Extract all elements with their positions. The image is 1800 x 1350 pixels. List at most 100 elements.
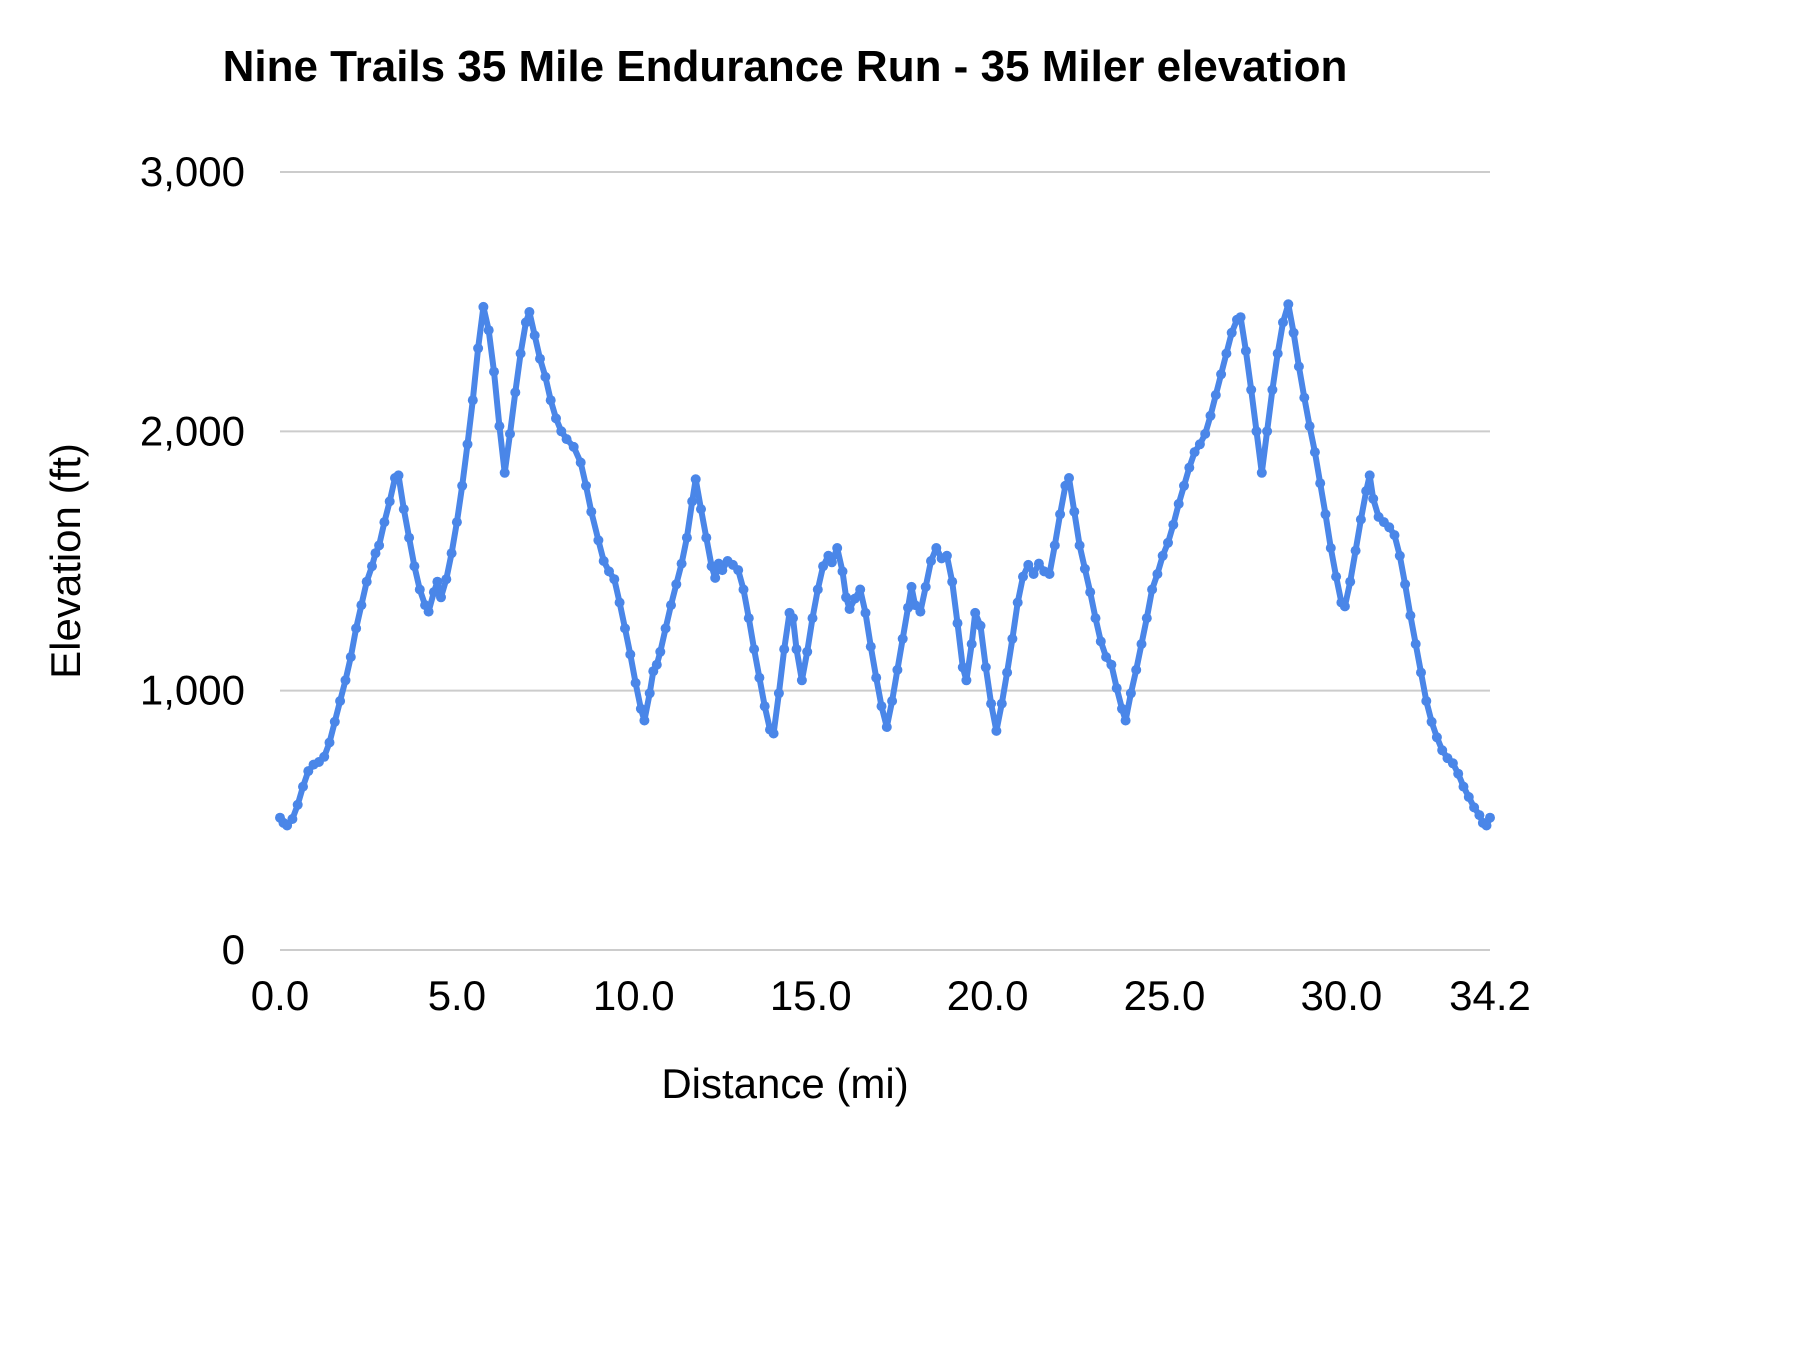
data-point-marker — [609, 574, 620, 585]
data-point-marker — [287, 814, 298, 824]
data-point-marker — [1485, 812, 1495, 823]
data-point-marker — [639, 715, 650, 726]
data-point-marker — [1410, 639, 1421, 649]
data-point-marker — [1278, 317, 1288, 328]
data-point-marker — [1368, 493, 1379, 504]
data-point-marker — [749, 644, 760, 655]
data-point-marker — [733, 565, 744, 576]
data-point-marker — [892, 664, 903, 675]
data-point-marker — [690, 474, 701, 485]
elevation-line — [277, 301, 1493, 829]
data-point-marker — [849, 593, 860, 604]
data-point-marker — [802, 646, 813, 657]
data-point-marker — [329, 716, 340, 727]
x-tick-label: 30.0 — [1301, 972, 1383, 1019]
x-tick-label: 25.0 — [1124, 972, 1206, 1019]
data-point-marker — [1288, 327, 1299, 338]
data-point-marker — [1361, 486, 1372, 496]
data-point-marker — [1320, 509, 1331, 520]
data-point-marker — [1157, 550, 1168, 561]
data-point-marker — [1267, 384, 1278, 395]
data-point-marker — [671, 579, 682, 590]
data-point-marker — [920, 581, 931, 592]
data-point-marker — [414, 584, 425, 595]
data-point-marker — [1131, 664, 1142, 675]
data-point-marker — [743, 613, 754, 624]
data-point-marker — [681, 532, 692, 543]
data-point-marker — [356, 600, 367, 611]
data-point-marker — [298, 781, 308, 792]
data-point-marker — [1474, 810, 1485, 821]
data-point-marker — [754, 672, 765, 683]
data-point-marker — [374, 540, 385, 551]
data-point-marker — [614, 597, 625, 608]
data-point-marker — [1205, 410, 1216, 421]
data-point-marker — [796, 675, 807, 686]
data-point-marker — [644, 688, 655, 699]
data-point-marker — [1272, 348, 1283, 359]
data-point-marker — [1136, 639, 1147, 649]
data-point-marker — [1002, 667, 1013, 678]
data-point-marker — [604, 566, 614, 577]
data-point-marker — [1111, 683, 1122, 694]
data-point-marker — [568, 441, 579, 452]
data-point-marker — [1018, 571, 1028, 582]
data-point-marker — [446, 548, 457, 559]
data-point-marker — [1325, 543, 1336, 553]
data-point-marker — [324, 737, 335, 748]
data-point-marker — [1200, 428, 1211, 439]
data-point-marker — [1049, 540, 1060, 551]
data-point-marker — [620, 623, 630, 634]
data-point-marker — [1416, 667, 1426, 678]
data-point-marker — [1246, 384, 1257, 395]
data-point-marker — [625, 649, 636, 660]
data-point-marker — [738, 584, 749, 595]
data-point-marker — [931, 543, 942, 553]
data-point-marker — [428, 587, 439, 598]
data-point-marker — [1400, 579, 1411, 590]
data-point-marker — [957, 662, 968, 673]
data-point-marker — [575, 457, 586, 468]
data-point-marker — [457, 480, 468, 491]
data-point-marker — [1309, 447, 1320, 458]
data-point-marker — [841, 592, 852, 603]
x-axis-label: Distance (mi) — [661, 1060, 909, 1107]
data-point-marker — [467, 395, 478, 406]
data-point-marker — [1194, 439, 1205, 450]
data-point-marker — [871, 672, 882, 683]
data-point-marker — [1405, 610, 1416, 621]
data-point-marker — [561, 434, 572, 445]
y-tick-label: 1,000 — [140, 667, 245, 714]
data-point-marker — [556, 426, 567, 437]
data-point-marker — [367, 561, 377, 572]
data-point-marker — [1394, 550, 1405, 561]
data-point-marker — [837, 566, 848, 577]
data-point-marker — [926, 556, 936, 566]
data-point-marker — [1095, 636, 1106, 647]
data-point-marker — [1117, 703, 1127, 714]
data-point-marker — [865, 641, 876, 652]
data-point-marker — [1055, 509, 1066, 520]
data-point-marker — [398, 504, 409, 515]
data-point-marker — [340, 675, 351, 686]
data-point-marker — [436, 592, 446, 603]
data-point-marker — [384, 496, 395, 507]
data-point-marker — [996, 698, 1007, 709]
data-point-marker — [1481, 820, 1492, 831]
data-point-marker — [441, 574, 452, 585]
data-point-marker — [1331, 571, 1342, 582]
data-point-marker — [1447, 758, 1458, 769]
data-point-marker — [970, 607, 981, 618]
data-point-marker — [540, 371, 551, 382]
data-point-marker — [1101, 652, 1112, 662]
data-point-marker — [1168, 519, 1179, 530]
x-tick-label: 15.0 — [770, 972, 852, 1019]
data-point-marker — [345, 652, 356, 662]
data-point-marker — [370, 548, 381, 559]
data-point-marker — [1033, 558, 1044, 569]
data-point-marker — [807, 613, 818, 624]
data-point-marker — [545, 395, 556, 406]
data-point-marker — [1262, 426, 1273, 437]
data-point-marker — [687, 496, 698, 507]
